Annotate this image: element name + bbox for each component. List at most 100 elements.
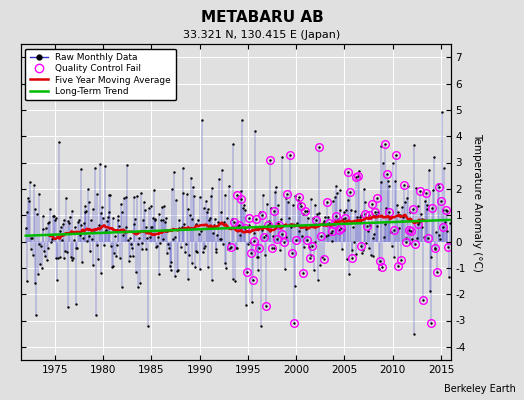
Point	[200, 205, 208, 211]
Point	[183, 206, 192, 212]
Point	[241, 225, 249, 232]
Point	[345, 271, 354, 278]
Point	[268, 245, 276, 252]
Point	[79, 234, 87, 241]
Point	[105, 192, 114, 199]
Point	[336, 207, 345, 213]
Point	[125, 258, 133, 264]
Point	[339, 216, 347, 222]
Point	[363, 222, 371, 229]
Point	[52, 255, 61, 262]
Point	[314, 277, 322, 284]
Point	[116, 255, 124, 261]
Point	[269, 245, 278, 251]
Point	[290, 320, 298, 326]
Point	[180, 221, 189, 227]
Point	[256, 208, 264, 215]
Point	[95, 161, 104, 167]
Point	[106, 192, 114, 198]
Point	[124, 237, 132, 244]
Point	[307, 196, 315, 202]
Point	[94, 256, 102, 262]
Point	[378, 264, 386, 270]
Point	[379, 160, 387, 166]
Point	[131, 216, 139, 222]
Point	[335, 187, 344, 193]
Point	[147, 203, 156, 209]
Point	[31, 280, 40, 286]
Point	[258, 227, 267, 233]
Point	[81, 203, 90, 210]
Point	[299, 270, 308, 276]
Point	[296, 200, 304, 206]
Point	[150, 217, 159, 223]
Point	[41, 253, 49, 260]
Point	[214, 219, 222, 225]
Point	[263, 201, 271, 208]
Point	[292, 237, 300, 243]
Point	[226, 245, 234, 251]
Point	[75, 217, 83, 223]
Point	[438, 109, 446, 116]
Point	[301, 208, 309, 214]
Point	[305, 244, 313, 250]
Point	[155, 211, 163, 217]
Point	[78, 259, 86, 266]
Point	[134, 284, 142, 290]
Point	[264, 222, 272, 228]
Point	[98, 204, 106, 210]
Point	[117, 209, 126, 216]
Point	[262, 232, 270, 238]
Point	[376, 142, 385, 149]
Point	[319, 220, 327, 226]
Point	[234, 223, 243, 229]
Point	[233, 245, 241, 251]
Point	[297, 203, 305, 209]
Point	[241, 206, 249, 213]
Point	[82, 208, 90, 214]
Point	[163, 228, 171, 234]
Point	[229, 141, 237, 147]
Point	[128, 245, 136, 252]
Point	[212, 246, 220, 252]
Point	[176, 226, 184, 232]
Point	[162, 250, 171, 256]
Point	[267, 205, 276, 212]
Point	[354, 173, 362, 180]
Point	[161, 215, 170, 221]
Point	[269, 232, 277, 239]
Point	[287, 221, 296, 227]
Point	[281, 266, 289, 272]
Point	[130, 220, 139, 227]
Point	[66, 214, 74, 220]
Point	[316, 262, 324, 269]
Point	[215, 236, 224, 242]
Point	[30, 206, 39, 212]
Point	[302, 208, 311, 214]
Point	[405, 227, 413, 233]
Point	[185, 252, 193, 258]
Point	[309, 215, 317, 221]
Point	[165, 245, 173, 251]
Point	[72, 301, 81, 307]
Point	[46, 206, 54, 212]
Point	[243, 269, 251, 275]
Point	[338, 246, 346, 252]
Point	[385, 208, 394, 215]
Point	[83, 186, 92, 192]
Point	[32, 312, 40, 318]
Point	[167, 267, 176, 273]
Point	[116, 201, 125, 208]
Point	[237, 196, 246, 202]
Point	[227, 243, 235, 250]
Point	[64, 304, 73, 310]
Point	[314, 144, 323, 150]
Point	[223, 215, 231, 222]
Point	[178, 224, 186, 230]
Point	[205, 217, 213, 223]
Point	[27, 246, 36, 252]
Point	[191, 264, 199, 270]
Point	[104, 209, 113, 215]
Point	[104, 214, 112, 220]
Point	[137, 246, 146, 252]
